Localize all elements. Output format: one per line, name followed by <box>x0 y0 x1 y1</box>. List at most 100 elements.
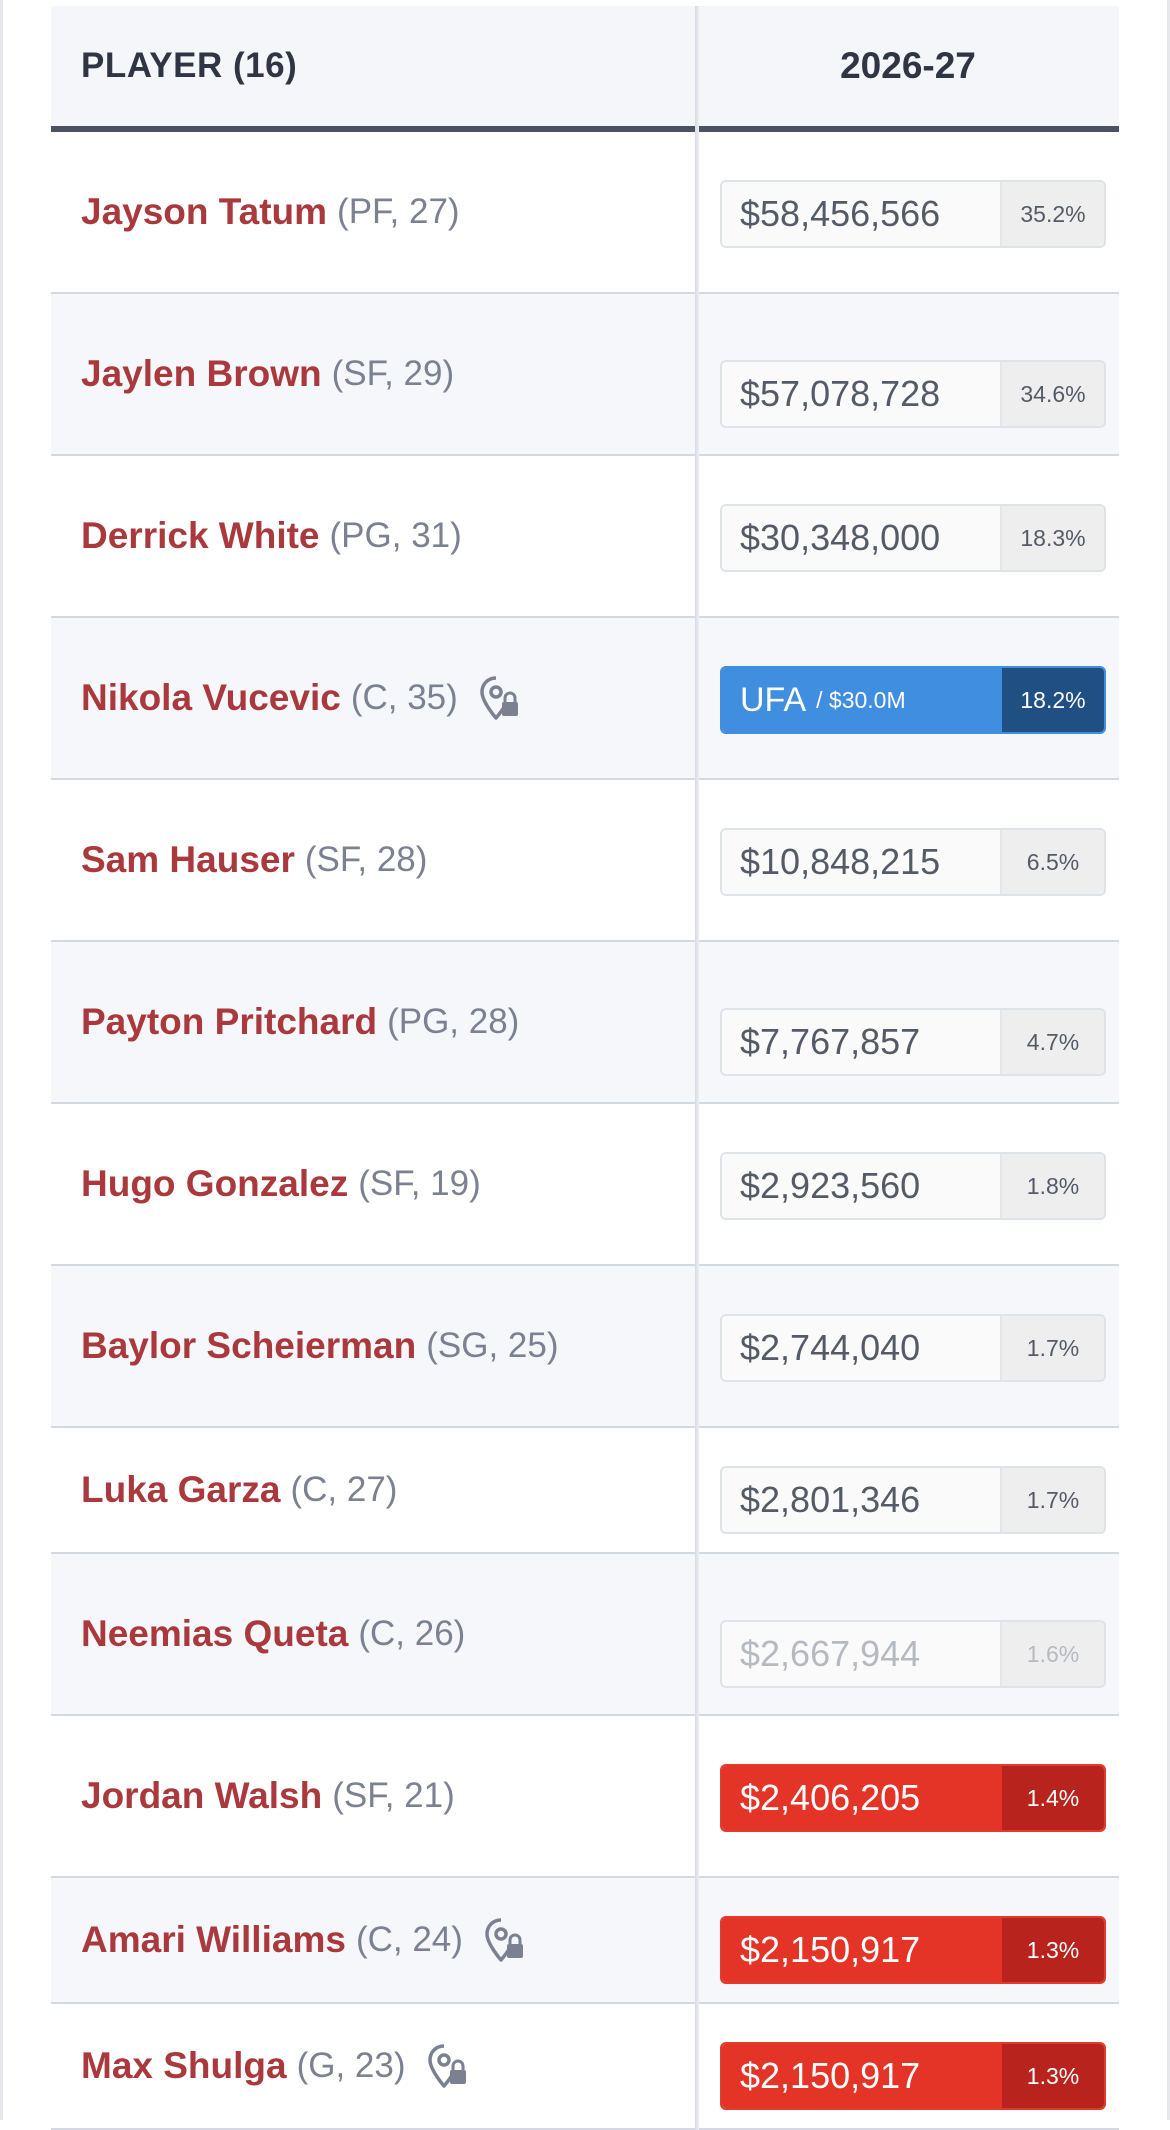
table-row: Neemias Queta (C, 26) $2,667,944 1.6% <box>51 1554 1119 1716</box>
player-column-header[interactable]: PLAYER (16) <box>81 46 298 85</box>
table-row: Luka Garza (C, 27) $2,801,346 1.7% <box>51 1428 1119 1554</box>
salary-amount-text: $2,150,917 <box>740 2055 921 2096</box>
player-cell: Nikola Vucevic (C, 35) <box>81 618 522 778</box>
cap-percentage: 1.8% <box>1000 1154 1104 1218</box>
player-name-link[interactable]: Derrick White <box>81 515 320 556</box>
player-name-link[interactable]: Hugo Gonzalez <box>81 1163 349 1204</box>
player-position-age: (G, 23) <box>296 2046 406 2085</box>
player-cell: Derrick White (PG, 31) <box>81 456 462 616</box>
table-row: Jayson Tatum (PF, 27) $58,456,566 35.2% <box>51 132 1119 294</box>
salary-amount-text: $30,348,000 <box>740 517 941 558</box>
location-lock-icon[interactable] <box>426 2042 470 2090</box>
cap-percentage: 1.3% <box>1002 1918 1104 1982</box>
player-cell: Luka Garza (C, 27) <box>81 1428 397 1552</box>
salary-amount: $2,801,346 <box>722 1468 1000 1532</box>
player-name-link[interactable]: Neemias Queta <box>81 1613 349 1654</box>
player-cell: Baylor Scheierman (SG, 25) <box>81 1266 558 1426</box>
salary-amount-text: $2,667,944 <box>740 1633 921 1674</box>
salary-amount: $57,078,728 <box>722 362 1000 426</box>
player-position-age: (C, 26) <box>358 1614 466 1653</box>
player-name-link[interactable]: Jaylen Brown <box>81 353 322 394</box>
salary-amount: $2,667,944 <box>722 1622 1000 1686</box>
salary-table: PLAYER (16) 2026-27 Jayson Tatum (PF, 27)… <box>51 6 1119 2130</box>
salary-amount-text: $2,406,205 <box>740 1777 921 1818</box>
player-name-link[interactable]: Jordan Walsh <box>81 1775 323 1816</box>
cap-percentage: 1.4% <box>1002 1766 1104 1830</box>
table-row: Baylor Scheierman (SG, 25) $2,744,040 1.7% <box>51 1266 1119 1428</box>
player-cell: Hugo Gonzalez (SF, 19) <box>81 1104 481 1264</box>
table-row: Sam Hauser (SF, 28) $10,848,215 6.5% <box>51 780 1119 942</box>
player-cell: Neemias Queta (C, 26) <box>81 1554 465 1714</box>
player-cell: Jayson Tatum (PF, 27) <box>81 132 460 292</box>
salary-cell[interactable]: $2,744,040 1.7% <box>720 1314 1106 1382</box>
salary-amount: $2,150,917 <box>722 2044 1002 2108</box>
salary-amount-text: $2,150,917 <box>740 1929 921 1970</box>
column-divider <box>695 6 699 2130</box>
salary-amount: $2,150,917 <box>722 1918 1002 1982</box>
season-column-header[interactable]: 2026-27 <box>840 45 976 86</box>
player-position-age: (SG, 25) <box>426 1326 559 1365</box>
salary-amount: $58,456,566 <box>722 182 1000 246</box>
table-row: Derrick White (PG, 31) $30,348,000 18.3% <box>51 456 1119 618</box>
player-position-age: (SF, 28) <box>304 840 428 879</box>
salary-amount-text: $2,744,040 <box>740 1327 921 1368</box>
salary-amount: $30,348,000 <box>722 506 1000 570</box>
cap-percentage: 1.3% <box>1002 2044 1104 2108</box>
salary-cell[interactable]: $2,923,560 1.8% <box>720 1152 1106 1220</box>
player-name-link[interactable]: Baylor Scheierman <box>81 1325 417 1366</box>
table-row: Max Shulga (G, 23) $2,150,917 1.3% <box>51 2004 1119 2130</box>
salary-cell[interactable]: UFA / $30.0M 18.2% <box>720 666 1106 734</box>
player-name-link[interactable]: Nikola Vucevic <box>81 677 341 718</box>
cap-percentage: 1.6% <box>1000 1622 1104 1686</box>
player-position-age: (SF, 21) <box>332 1776 455 1815</box>
salary-amount-text: $2,801,346 <box>740 1479 921 1520</box>
player-position-age: (PF, 27) <box>337 192 460 231</box>
cap-percentage: 35.2% <box>1000 182 1104 246</box>
cap-percentage: 34.6% <box>1000 362 1104 426</box>
cap-percentage: 1.7% <box>1000 1468 1104 1532</box>
salary-amount: $2,923,560 <box>722 1154 1000 1218</box>
salary-cell[interactable]: $2,150,917 1.3% <box>720 2042 1106 2110</box>
salary-amount-text: $7,767,857 <box>740 1021 921 1062</box>
player-name-link[interactable]: Luka Garza <box>81 1469 281 1510</box>
player-position-age: (C, 24) <box>355 1920 463 1959</box>
salary-cell[interactable]: $58,456,566 35.2% <box>720 180 1106 248</box>
salary-cell[interactable]: $57,078,728 34.6% <box>720 360 1106 428</box>
player-name-link[interactable]: Max Shulga <box>81 2045 287 2086</box>
salary-cell[interactable]: $30,348,000 18.3% <box>720 504 1106 572</box>
player-name-link[interactable]: Payton Pritchard <box>81 1001 378 1042</box>
location-lock-icon[interactable] <box>478 674 522 722</box>
player-position-age: (PG, 28) <box>387 1002 520 1041</box>
salary-cell[interactable]: $7,767,857 4.7% <box>720 1008 1106 1076</box>
player-name-link[interactable]: Amari Williams <box>81 1919 346 1960</box>
salary-amount: $7,767,857 <box>722 1010 1000 1074</box>
salary-cell[interactable]: $2,667,944 1.6% <box>720 1620 1106 1688</box>
salary-amount-text: $57,078,728 <box>740 373 941 414</box>
salary-cell[interactable]: $2,150,917 1.3% <box>720 1916 1106 1984</box>
cap-percentage: 6.5% <box>1000 830 1104 894</box>
table-row: Hugo Gonzalez (SF, 19) $2,923,560 1.8% <box>51 1104 1119 1266</box>
player-cell: Max Shulga (G, 23) <box>81 2004 470 2128</box>
table-row: Jordan Walsh (SF, 21) $2,406,205 1.4% <box>51 1716 1119 1878</box>
salary-cell[interactable]: $2,801,346 1.7% <box>720 1466 1106 1534</box>
player-cell: Payton Pritchard (PG, 28) <box>81 942 519 1102</box>
table-row: Amari Williams (C, 24) $2,150,917 1.3% <box>51 1878 1119 2004</box>
player-cell: Sam Hauser (SF, 28) <box>81 780 427 940</box>
table-body: Jayson Tatum (PF, 27) $58,456,566 35.2% Jayl… <box>51 132 1119 2130</box>
salary-amount: $2,406,205 <box>722 1766 1002 1830</box>
salary-cell[interactable]: $10,848,215 6.5% <box>720 828 1106 896</box>
player-position-age: (C, 35) <box>350 678 458 717</box>
salary-cell[interactable]: $2,406,205 1.4% <box>720 1764 1106 1832</box>
salary-amount-text: $58,456,566 <box>740 193 941 234</box>
cap-percentage: 4.7% <box>1000 1010 1104 1074</box>
player-name-link[interactable]: Sam Hauser <box>81 839 295 880</box>
ufa-value-label: / $30.0M <box>816 686 906 713</box>
salary-amount-text: $2,923,560 <box>740 1165 921 1206</box>
player-name-link[interactable]: Jayson Tatum <box>81 191 328 232</box>
table-header: PLAYER (16) 2026-27 <box>51 6 1119 132</box>
salary-amount: UFA / $30.0M <box>722 668 1002 732</box>
player-position-age: (PG, 31) <box>329 516 462 555</box>
salary-amount: $10,848,215 <box>722 830 1000 894</box>
location-lock-icon[interactable] <box>483 1916 527 1964</box>
